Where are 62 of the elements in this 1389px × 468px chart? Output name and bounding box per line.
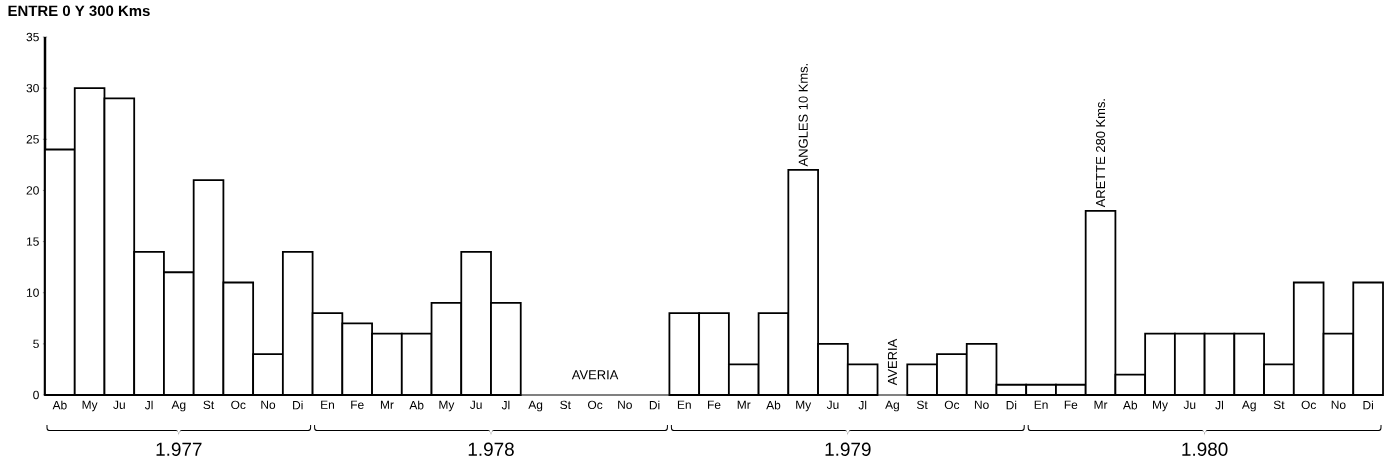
x-tick-label: Jl <box>144 400 153 410</box>
x-tick-label: Ju <box>826 400 839 409</box>
x-tick-label: Ab <box>52 400 67 410</box>
y-tick-label: 15 <box>26 237 39 246</box>
chart-title: ENTRE 0 Y 300 Kms <box>8 5 150 17</box>
annotation: ARETTE 280 Kms. <box>1095 99 1106 208</box>
x-tick-label: Oc <box>231 400 246 410</box>
annotation: AVERIA <box>571 370 619 380</box>
y-tick-label: 5 <box>33 339 39 349</box>
text: 1.977 <box>156 442 202 456</box>
y-tick-label: 20 <box>26 186 39 195</box>
text: 1.980 <box>1182 442 1228 456</box>
x-tick-label: Ag <box>171 400 186 412</box>
x-tick-label: Jl <box>1215 400 1223 410</box>
x-tick-label: Di <box>293 400 303 410</box>
x-tick-label: Mr <box>380 400 394 409</box>
text: 1.979 <box>825 442 871 456</box>
x-tick-label: Fe <box>1064 400 1078 409</box>
x-tick-label: No <box>1331 400 1346 409</box>
annotation: AVERIA <box>887 338 897 386</box>
y-tick-label: 30 <box>26 83 39 93</box>
x-tick-label: Ab <box>766 400 781 410</box>
x-tick-label: En <box>1034 400 1048 409</box>
y-tick-label: 10 <box>26 288 39 297</box>
x-tick-label: Di <box>1006 400 1017 410</box>
y-tick-label: 35 <box>26 32 39 42</box>
annotation: ANGLES 10 Kms. <box>798 63 808 167</box>
text: 1.978 <box>468 442 514 456</box>
x-tick-label: St <box>560 400 571 410</box>
x-tick-label: Ag <box>885 400 899 412</box>
x-tick-label: St <box>917 400 928 410</box>
x-tick-label: My <box>796 400 812 412</box>
x-tick-label: St <box>1273 400 1285 410</box>
x-tick-label: Jl <box>858 400 867 410</box>
x-tick-label: Mr <box>737 400 751 409</box>
x-tick-label: Ab <box>409 400 424 410</box>
x-tick-label: Fe <box>351 400 364 409</box>
x-tick-label: Ag <box>1241 400 1256 412</box>
x-tick-label: Jl <box>501 400 510 410</box>
x-tick-label: Ab <box>1122 400 1138 410</box>
x-tick-label: My <box>1153 400 1168 412</box>
x-tick-label: Fe <box>708 400 721 409</box>
x-tick-label: Di <box>649 400 660 410</box>
x-tick-label: No <box>974 400 989 409</box>
x-tick-label: En <box>321 400 335 409</box>
x-tick-label: No <box>261 400 276 409</box>
x-tick-label: Ju <box>113 400 125 409</box>
x-tick-label: St <box>203 400 215 410</box>
x-tick-label: My <box>82 400 98 412</box>
x-tick-label: Mr <box>1094 400 1108 409</box>
x-tick-label: No <box>618 400 632 409</box>
y-tick-label: 25 <box>26 135 39 144</box>
x-tick-label: Oc <box>1301 400 1316 410</box>
x-tick-label: My <box>439 400 455 412</box>
x-tick-label: Ju <box>470 400 482 409</box>
x-tick-label: Di <box>1363 400 1373 410</box>
x-tick-label: Ag <box>528 400 543 412</box>
x-tick-label: Oc <box>944 400 960 410</box>
x-tick-label: Ju <box>1183 400 1196 409</box>
y-tick-label: 0 <box>33 390 39 400</box>
x-tick-label: Oc <box>587 400 603 410</box>
x-tick-label: En <box>677 400 691 409</box>
